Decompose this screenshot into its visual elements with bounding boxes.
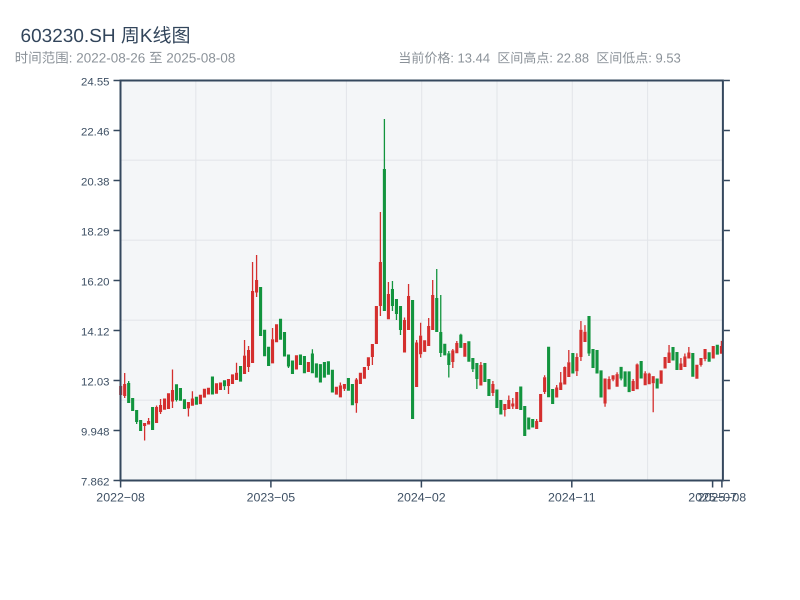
svg-text:2025−08: 2025−08 (698, 491, 747, 505)
svg-text:22.46: 22.46 (81, 127, 110, 139)
svg-text:2024−02: 2024−02 (397, 491, 446, 505)
svg-text:2025−07: 2025−07 (688, 491, 737, 505)
svg-text:20.38: 20.38 (81, 177, 110, 189)
svg-text:18.29: 18.29 (81, 227, 110, 239)
svg-text:2023−05: 2023−05 (247, 491, 296, 505)
svg-text:12.03: 12.03 (81, 377, 110, 389)
svg-text:24.55: 24.55 (81, 77, 110, 89)
svg-text:2022−08: 2022−08 (96, 491, 145, 505)
svg-text:7.862: 7.862 (81, 477, 110, 489)
svg-text:2024−11: 2024−11 (548, 491, 596, 505)
svg-text:9.948: 9.948 (81, 427, 110, 439)
svg-text:16.20: 16.20 (81, 277, 110, 289)
svg-text:14.12: 14.12 (81, 327, 110, 339)
